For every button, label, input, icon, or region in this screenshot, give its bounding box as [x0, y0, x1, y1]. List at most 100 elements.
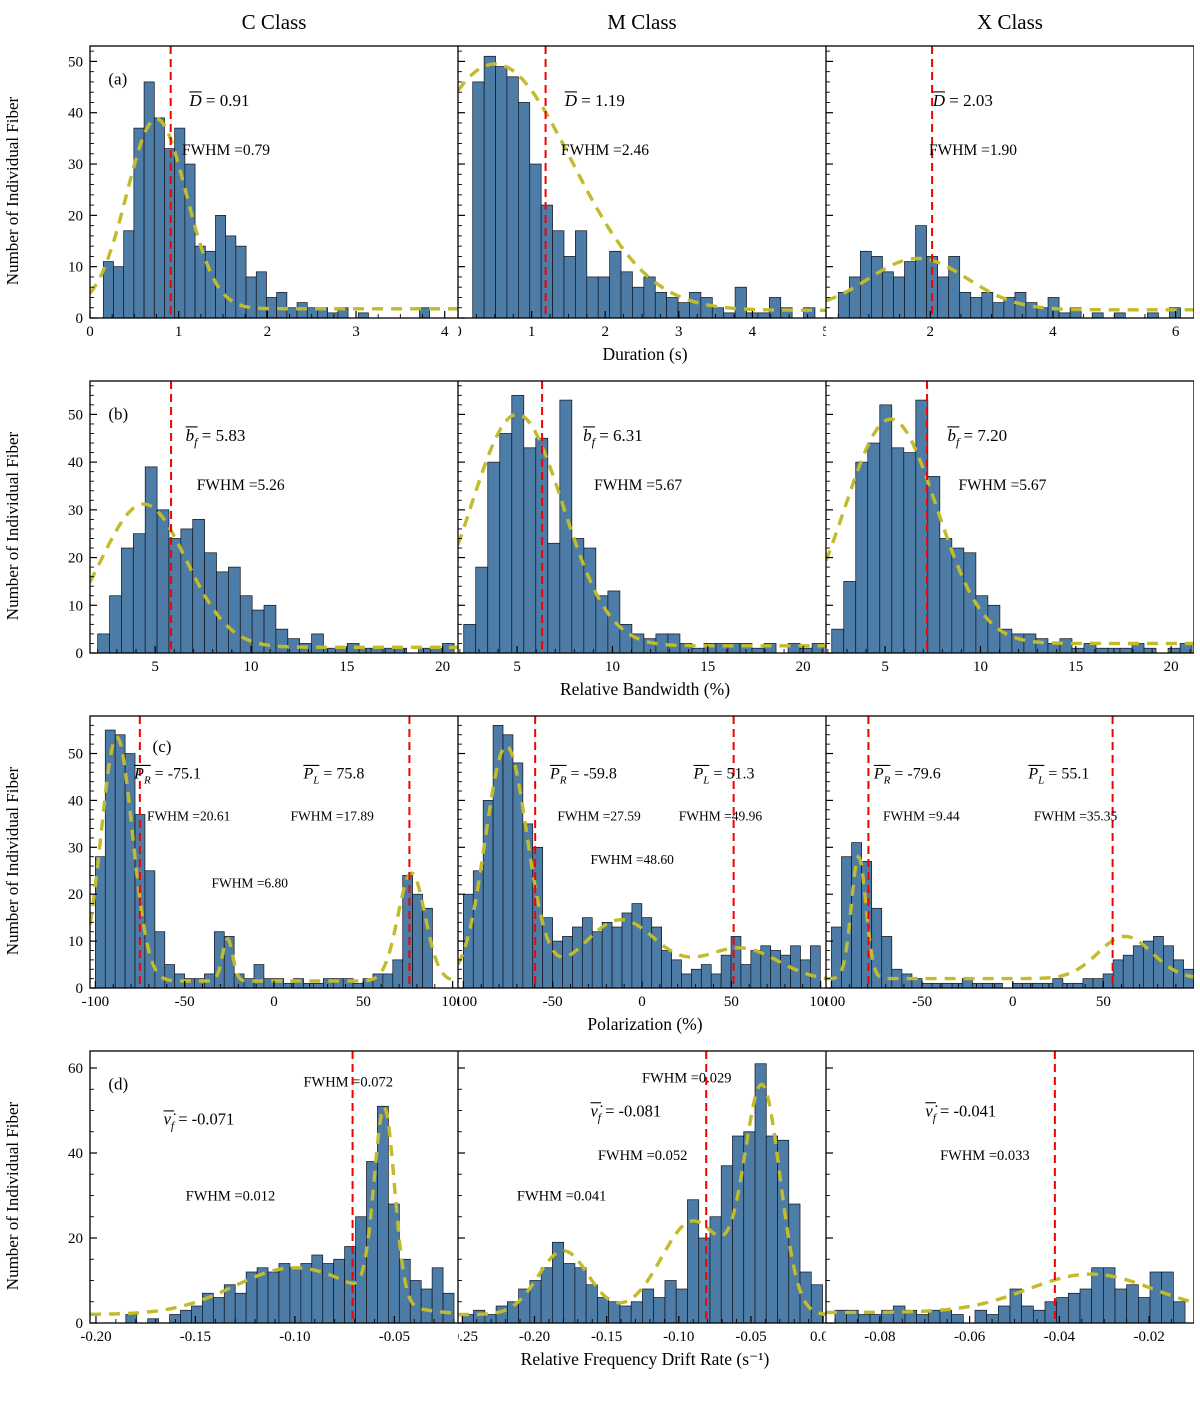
mean-annotation: PR = -79.6	[873, 766, 941, 787]
histogram-bar	[992, 982, 1003, 988]
fit-curve	[458, 62, 826, 312]
fit-curve	[826, 417, 1194, 646]
fwhm-label: FWHM =48.60	[590, 852, 674, 867]
histogram-bar	[732, 1135, 745, 1323]
histogram-bar	[552, 230, 565, 318]
histogram-bar	[382, 973, 394, 988]
histogram-bar	[1058, 312, 1071, 318]
histogram-bar	[939, 538, 953, 653]
histogram-bar	[225, 235, 237, 318]
histogram-bars	[831, 399, 1193, 653]
y-axis-title-text: Number of Individual Fiber	[3, 96, 22, 286]
histogram-bar	[194, 245, 206, 318]
x-tick-label: -100	[82, 994, 110, 1010]
x-tick-label: 2	[264, 324, 272, 340]
fit-curve	[826, 256, 1194, 312]
histogram-bar	[487, 461, 501, 653]
histogram-bar	[563, 256, 576, 318]
x-tick-label: 4	[749, 324, 757, 340]
histogram-bar	[333, 1258, 345, 1323]
column-titles: C Class M Class X Class	[0, 4, 1200, 40]
histogram-bar	[275, 628, 289, 653]
histogram-bar	[601, 921, 613, 988]
y-tick-label: 10	[68, 598, 83, 614]
histogram-bar	[620, 271, 633, 318]
histogram-bar	[595, 595, 609, 653]
histogram-bar	[253, 964, 265, 988]
histogram-bar	[216, 571, 229, 653]
histogram-bar	[442, 1292, 455, 1323]
histogram-bar	[750, 950, 762, 988]
histogram-bar	[901, 973, 913, 988]
x-tick-label: -50	[543, 994, 563, 1010]
fwhm-label: FWHM =0.041	[517, 1189, 607, 1205]
histogram-bar	[1091, 1267, 1104, 1323]
fwhm-label: FWHM =9.44	[883, 809, 960, 824]
histogram-bar	[114, 734, 126, 988]
x-tick-label: 1	[528, 324, 536, 340]
histogram-bar	[267, 1271, 280, 1323]
fwhm-label: FWHM =5.67	[594, 477, 682, 494]
fit-curve	[458, 744, 826, 981]
axes-box	[826, 380, 1194, 654]
histogram-bar	[132, 533, 146, 653]
histogram-bar	[871, 256, 883, 318]
histogram-bar	[499, 433, 513, 653]
histogram-bar	[1161, 1271, 1174, 1323]
histogram-bar	[611, 926, 623, 988]
histogram-bar	[1173, 1301, 1186, 1323]
x-tick-label: 5	[881, 659, 889, 675]
fwhm-label: FWHM =6.80	[211, 875, 288, 890]
fwhm-label: FWHM =35.35	[1034, 809, 1118, 824]
histogram-bars	[837, 225, 1181, 318]
fwhm-label: FWHM =0.012	[186, 1189, 276, 1205]
histogram-bar	[154, 931, 166, 988]
histogram-bar	[495, 66, 508, 318]
histogram-bar	[1025, 302, 1038, 318]
histogram-bar	[180, 1309, 192, 1323]
histogram-bar	[213, 931, 225, 988]
x-tick-label: 20	[796, 659, 811, 675]
histogram-bar	[475, 566, 489, 653]
fwhm-label: FWHM =20.61	[147, 809, 230, 824]
axes-box	[458, 1050, 826, 1324]
histogram-bar	[915, 399, 929, 653]
histogram-bar	[472, 81, 485, 318]
histogram-bar	[711, 307, 725, 318]
histogram-bar	[239, 595, 253, 653]
x-tick-label: -0.05	[735, 1329, 766, 1345]
histogram-bars	[461, 1063, 823, 1323]
y-axis-title-text: Number of Individual Fiber	[3, 1101, 22, 1291]
histogram-bar	[837, 291, 850, 318]
mean-annotation: D = 2.03	[932, 91, 993, 110]
y-axis-title-c: Number of Individual Fiber	[0, 710, 26, 1012]
histogram-bars	[125, 1105, 455, 1323]
histogram-bar	[251, 609, 265, 653]
histogram-bar	[463, 624, 477, 653]
axes-box	[826, 45, 1194, 319]
histogram-bar	[144, 466, 158, 653]
histogram-bar	[882, 271, 894, 318]
histogram-bar	[517, 102, 531, 318]
axes-box	[89, 380, 458, 654]
x-tick-label: -0.20	[80, 1329, 111, 1345]
x-tick-label: -0.08	[864, 1329, 895, 1345]
histogram-bar	[971, 982, 983, 988]
panel-letter: (c)	[153, 737, 172, 756]
histogram-bar	[951, 547, 965, 653]
histogram-bar	[164, 964, 176, 988]
histogram-bar	[970, 297, 983, 318]
histogram-bar	[311, 1254, 324, 1323]
mean-annotation: ν̇f = -0.081	[590, 1101, 661, 1124]
fwhm-label: FWHM =0.072	[303, 1074, 393, 1090]
histogram-bar	[921, 982, 933, 988]
histogram-bar	[506, 76, 519, 318]
histogram-bar	[997, 1305, 1011, 1323]
x-tick-label: -50	[175, 994, 195, 1010]
histogram-bar	[1143, 647, 1157, 653]
histogram-bar	[398, 1258, 411, 1323]
x-tick-label: -0.15	[180, 1329, 211, 1345]
histogram-bar	[597, 276, 610, 318]
fwhm-label: FWHM =0.79	[182, 142, 270, 159]
histogram-bar	[653, 1297, 666, 1323]
